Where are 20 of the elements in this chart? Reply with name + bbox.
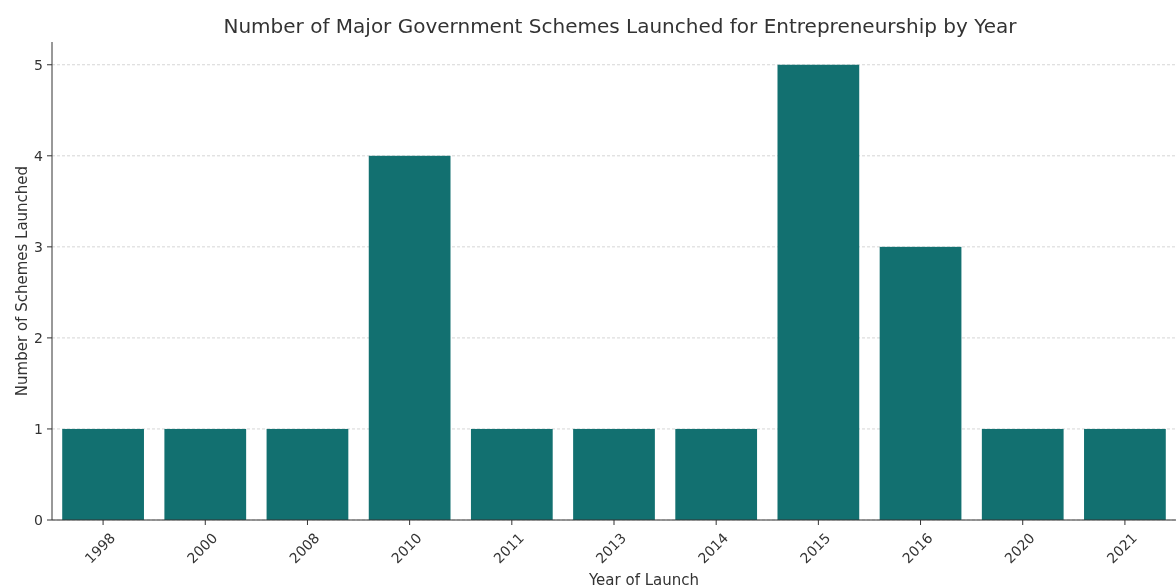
bar [1084,428,1166,520]
bar [470,428,553,520]
y-axis-title: Number of Schemes Launched [13,165,31,397]
y-tick-label: 2 [34,329,43,346]
bar [573,428,655,520]
bar [164,428,247,520]
x-axis-title: Year of Launch [587,571,700,587]
bar [62,428,144,520]
bar [879,246,962,520]
bar [675,428,758,520]
bar [777,64,860,520]
y-tick-label: 3 [34,238,43,255]
y-tick-label: 1 [34,420,43,437]
y-tick-label: 5 [34,56,43,73]
y-tick-label: 4 [34,147,44,164]
bar [266,428,349,520]
chart-title: Number of Major Government Schemes Launched for Entrepreneurship by Year [223,14,1018,38]
y-tick-label: 0 [34,511,43,528]
bar [981,428,1064,520]
bar [368,155,451,520]
